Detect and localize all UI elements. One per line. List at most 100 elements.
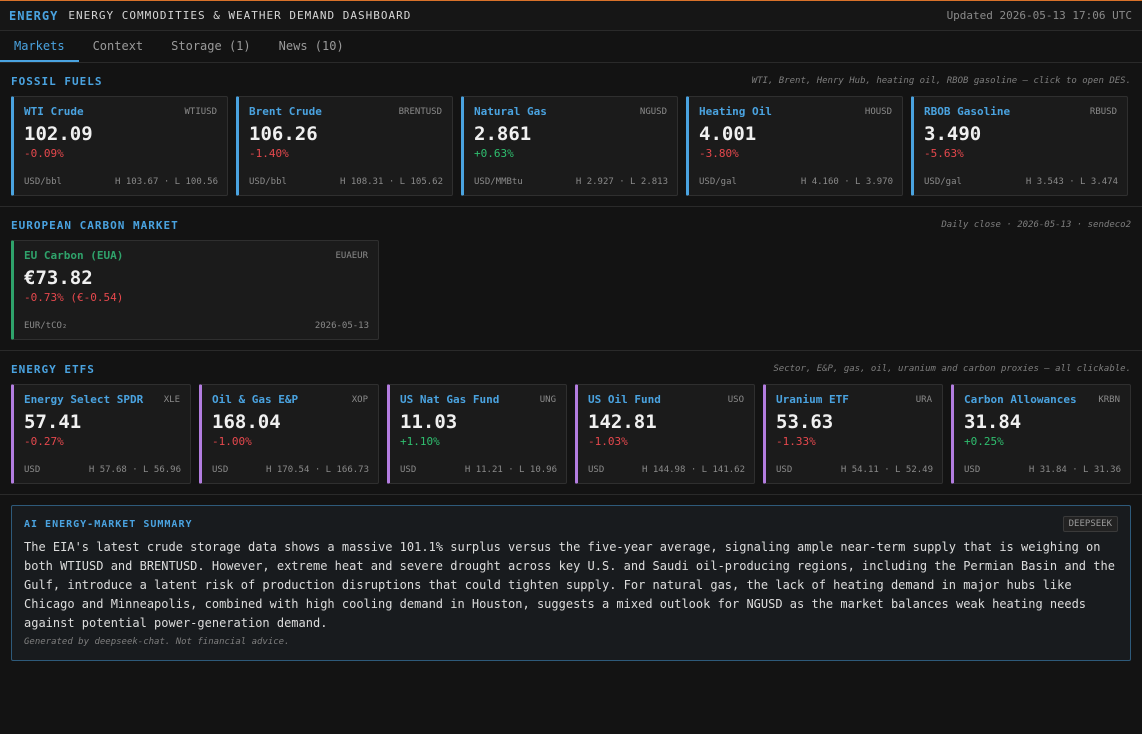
card-high-low: H 2.927 · L 2.813: [575, 177, 668, 187]
card-price: 57.41: [24, 411, 82, 433]
quote-card-krbn[interactable]: Carbon Allowances KRBN 31.84 +0.25% USD H …: [951, 384, 1131, 484]
card-name: Carbon Allowances: [964, 393, 1077, 406]
quote-card-brent[interactable]: Brent Crude BRENTUSD 106.26 -1.40% USD/bb…: [236, 96, 453, 196]
card-name: Energy Select SPDR: [24, 393, 144, 406]
card-unit: USD/gal: [699, 177, 737, 187]
card-high-low: H 170.54 · L 166.73: [266, 465, 369, 475]
tab-markets[interactable]: Markets: [0, 31, 79, 62]
quote-card-eu-carbon[interactable]: EU Carbon (EUA) EUAEUR €73.82 -0.73% (€-0…: [11, 240, 379, 340]
quote-card-xop[interactable]: Oil & Gas E&P XOP 168.04 -1.00% USD H 170.…: [199, 384, 379, 484]
quote-card-ura[interactable]: Uranium ETF URA 53.63 -1.33% USD H 54.11 ·…: [763, 384, 943, 484]
card-name: US Nat Gas Fund: [400, 393, 500, 406]
top-bar: ENERGY ENERGY COMMODITIES & WEATHER DEMA…: [0, 0, 1142, 31]
quote-card-wti[interactable]: WTI Crude WTIUSD 102.09 -0.09% USD/bbl H 1…: [11, 96, 228, 196]
card-change: -0.27%: [24, 435, 64, 448]
card-symbol: USO: [727, 394, 744, 405]
ai-summary-panel: AI ENERGY-MARKET SUMMARY DEEPSEEK The EI…: [11, 505, 1131, 661]
card-unit: USD: [400, 465, 417, 475]
card-high-low: H 31.84 · L 31.36: [1028, 465, 1121, 475]
card-unit: USD/bbl: [24, 177, 62, 187]
card-high-low: H 144.98 · L 141.62: [642, 465, 745, 475]
summary-footer: Generated by deepseek-chat. Not financia…: [24, 637, 290, 647]
card-name: RBOB Gasoline: [924, 105, 1011, 118]
card-unit: USD: [776, 465, 793, 475]
card-name: EU Carbon (EUA): [24, 249, 124, 262]
section-title: FOSSIL FUELS: [11, 74, 103, 88]
card-symbol: BRENTUSD: [398, 106, 442, 117]
card-symbol: KRBN: [1098, 394, 1120, 405]
card-change: -1.00%: [212, 435, 252, 448]
section-title: ENERGY ETFS: [11, 362, 95, 376]
card-symbol: URA: [915, 394, 932, 405]
quote-card-heating-oil[interactable]: Heating Oil HOUSD 4.001 -3.80% USD/gal H 4…: [686, 96, 903, 196]
card-price: 168.04: [212, 411, 281, 433]
app-title: ENERGY COMMODITIES & WEATHER DEMAND DASH…: [68, 9, 412, 22]
card-price: 2.861: [474, 123, 532, 145]
card-change: -1.03%: [588, 435, 628, 448]
card-change: -5.63%: [924, 147, 964, 160]
quote-card-xle[interactable]: Energy Select SPDR XLE 57.41 -0.27% USD H …: [11, 384, 191, 484]
card-symbol: RBUSD: [1089, 106, 1117, 117]
card-symbol: WTIUSD: [184, 106, 217, 117]
card-price: 53.63: [776, 411, 834, 433]
card-high-low: H 4.160 · L 3.970: [800, 177, 893, 187]
card-change: -0.09%: [24, 147, 64, 160]
card-price: 102.09: [24, 123, 93, 145]
card-change: +0.25%: [964, 435, 1004, 448]
card-price: 142.81: [588, 411, 657, 433]
card-unit: USD: [24, 465, 41, 475]
energy-etfs-section: ENERGY ETFS Sector, E&P, gas, oil, urani…: [0, 351, 1142, 495]
card-price: 3.490: [924, 123, 982, 145]
card-name: Oil & Gas E&P: [212, 393, 299, 406]
card-price: 11.03: [400, 411, 458, 433]
card-date: 2026-05-13: [314, 321, 369, 331]
card-unit: USD: [964, 465, 981, 475]
card-symbol: UNG: [539, 394, 556, 405]
card-high-low: H 103.67 · L 100.56: [115, 177, 218, 187]
card-high-low: H 54.11 · L 52.49: [840, 465, 933, 475]
card-change: -0.73% (€-0.54): [24, 291, 124, 304]
card-name: Uranium ETF: [776, 393, 849, 406]
card-change: +0.63%: [474, 147, 514, 160]
card-unit: USD/bbl: [249, 177, 287, 187]
card-change: -1.33%: [776, 435, 816, 448]
card-symbol: XOP: [351, 394, 368, 405]
card-unit: EUR/tCO₂: [24, 321, 68, 331]
section-note: WTI, Brent, Henry Hub, heating oil, RBOB…: [751, 76, 1131, 86]
quote-card-natural-gas[interactable]: Natural Gas NGUSD 2.861 +0.63% USD/MMBtu H…: [461, 96, 678, 196]
quote-card-rbob-gasoline[interactable]: RBOB Gasoline RBUSD 3.490 -5.63% USD/gal H…: [911, 96, 1128, 196]
card-change: -1.40%: [249, 147, 289, 160]
card-name: Brent Crude: [249, 105, 322, 118]
card-symbol: NGUSD: [639, 106, 667, 117]
section-note: Daily close · 2026-05-13 · sendeco2: [941, 220, 1131, 230]
card-unit: USD: [212, 465, 229, 475]
summary-title: AI ENERGY-MARKET SUMMARY: [24, 518, 193, 530]
card-symbol: HOUSD: [864, 106, 892, 117]
card-name: WTI Crude: [24, 105, 84, 118]
tab-storage[interactable]: Storage (1): [171, 38, 251, 53]
card-price: 106.26: [249, 123, 318, 145]
card-change: +1.10%: [400, 435, 440, 448]
card-unit: USD: [588, 465, 605, 475]
brand-logo[interactable]: ENERGY: [9, 8, 59, 23]
tab-bar: Markets Context Storage (1) News (10): [0, 31, 1142, 63]
quote-card-uso[interactable]: US Oil Fund USO 142.81 -1.03% USD H 144.98…: [575, 384, 755, 484]
card-name: Heating Oil: [699, 105, 772, 118]
card-change: -3.80%: [699, 147, 739, 160]
card-high-low: H 108.31 · L 105.62: [340, 177, 443, 187]
updated-timestamp: Updated 2026-05-13 17:06 UTC: [946, 9, 1132, 22]
card-symbol: XLE: [163, 394, 180, 405]
tab-news[interactable]: News (10): [278, 38, 344, 53]
card-unit: USD/MMBtu: [474, 177, 523, 187]
card-high-low: H 3.543 · L 3.474: [1025, 177, 1118, 187]
card-price: 4.001: [699, 123, 757, 145]
summary-text: The EIA's latest crude storage data show…: [24, 540, 1115, 630]
card-price: €73.82: [24, 267, 93, 289]
fossil-fuels-section: FOSSIL FUELS WTI, Brent, Henry Hub, heat…: [0, 63, 1142, 207]
section-note: Sector, E&P, gas, oil, uranium and carbo…: [773, 364, 1131, 374]
tab-context[interactable]: Context: [92, 38, 144, 53]
card-name: US Oil Fund: [588, 393, 661, 406]
quote-card-ung[interactable]: US Nat Gas Fund UNG 11.03 +1.10% USD H 11.…: [387, 384, 567, 484]
model-badge: DEEPSEEK: [1062, 516, 1118, 532]
card-symbol: EUAEUR: [335, 250, 368, 261]
